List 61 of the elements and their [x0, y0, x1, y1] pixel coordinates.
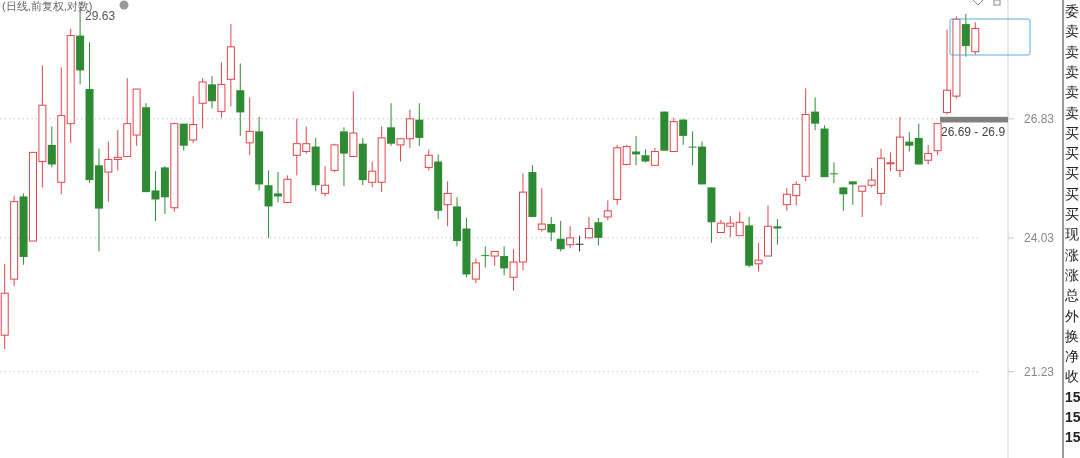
- candlestick: [566, 225, 575, 249]
- candlestick: [481, 245, 490, 269]
- candlestick: [971, 21, 980, 56]
- candlestick: [189, 95, 198, 144]
- text: 换: [1065, 327, 1079, 344]
- text: 委: [1065, 3, 1079, 19]
- text: 现: [1065, 226, 1079, 243]
- candlestick: [339, 126, 348, 187]
- text: 15: [1065, 429, 1080, 446]
- text: 买: [1065, 185, 1079, 202]
- text: 总: [1064, 287, 1079, 304]
- y-tick-label: 26.83: [1023, 112, 1055, 127]
- candlestick: [208, 75, 217, 109]
- candlestick: [471, 258, 480, 284]
- candlestick: [556, 220, 565, 252]
- candlestick: [905, 131, 914, 153]
- text: 15: [1065, 409, 1080, 425]
- candlestick: [349, 90, 358, 158]
- text: 卖: [1065, 84, 1079, 101]
- text: 卖: [1065, 104, 1079, 121]
- text: 买: [1065, 124, 1079, 141]
- candlestick: [547, 216, 556, 242]
- text: 卖: [1065, 43, 1079, 60]
- candlestick: [47, 126, 56, 168]
- y-tick-label: 24.03: [1023, 231, 1055, 246]
- text: 净: [1065, 348, 1079, 365]
- text: 买: [1065, 206, 1079, 222]
- text: 外: [1065, 307, 1079, 324]
- candlestick: [415, 102, 424, 147]
- text: 买: [1065, 165, 1079, 182]
- candlestick: [198, 77, 207, 130]
- candlestick: [811, 96, 820, 131]
- text: 收: [1065, 368, 1079, 385]
- candlestick: [679, 118, 688, 146]
- candlestick: [735, 211, 744, 237]
- candlestick: [961, 13, 970, 58]
- candlestick: [321, 165, 330, 197]
- chart-title: (日线,前复权,对数): [2, 0, 93, 12]
- candlestick: [283, 174, 292, 204]
- text: 涨: [1065, 246, 1079, 263]
- candlestick: [839, 186, 848, 212]
- text: 买: [1065, 145, 1079, 162]
- text: 涨: [1065, 266, 1079, 283]
- candlestick: [500, 245, 509, 276]
- candlestick: [443, 180, 452, 227]
- candlestick: [603, 199, 612, 221]
- candlestick: [754, 242, 763, 273]
- candlestick: [594, 217, 603, 247]
- candlestick: [537, 187, 546, 233]
- candlestick: [387, 102, 396, 147]
- text: 卖: [1065, 63, 1079, 80]
- y-tick-label: 21.23: [1023, 364, 1055, 379]
- candlestick: [584, 216, 593, 239]
- candlestick: [848, 180, 857, 206]
- candlestick: [179, 123, 188, 152]
- candlestick: [924, 144, 933, 165]
- candlestick: [245, 96, 254, 156]
- candlestick: [424, 148, 433, 171]
- text: 卖: [1065, 23, 1079, 40]
- text: 15: [1065, 388, 1080, 405]
- candlestick: [236, 63, 245, 137]
